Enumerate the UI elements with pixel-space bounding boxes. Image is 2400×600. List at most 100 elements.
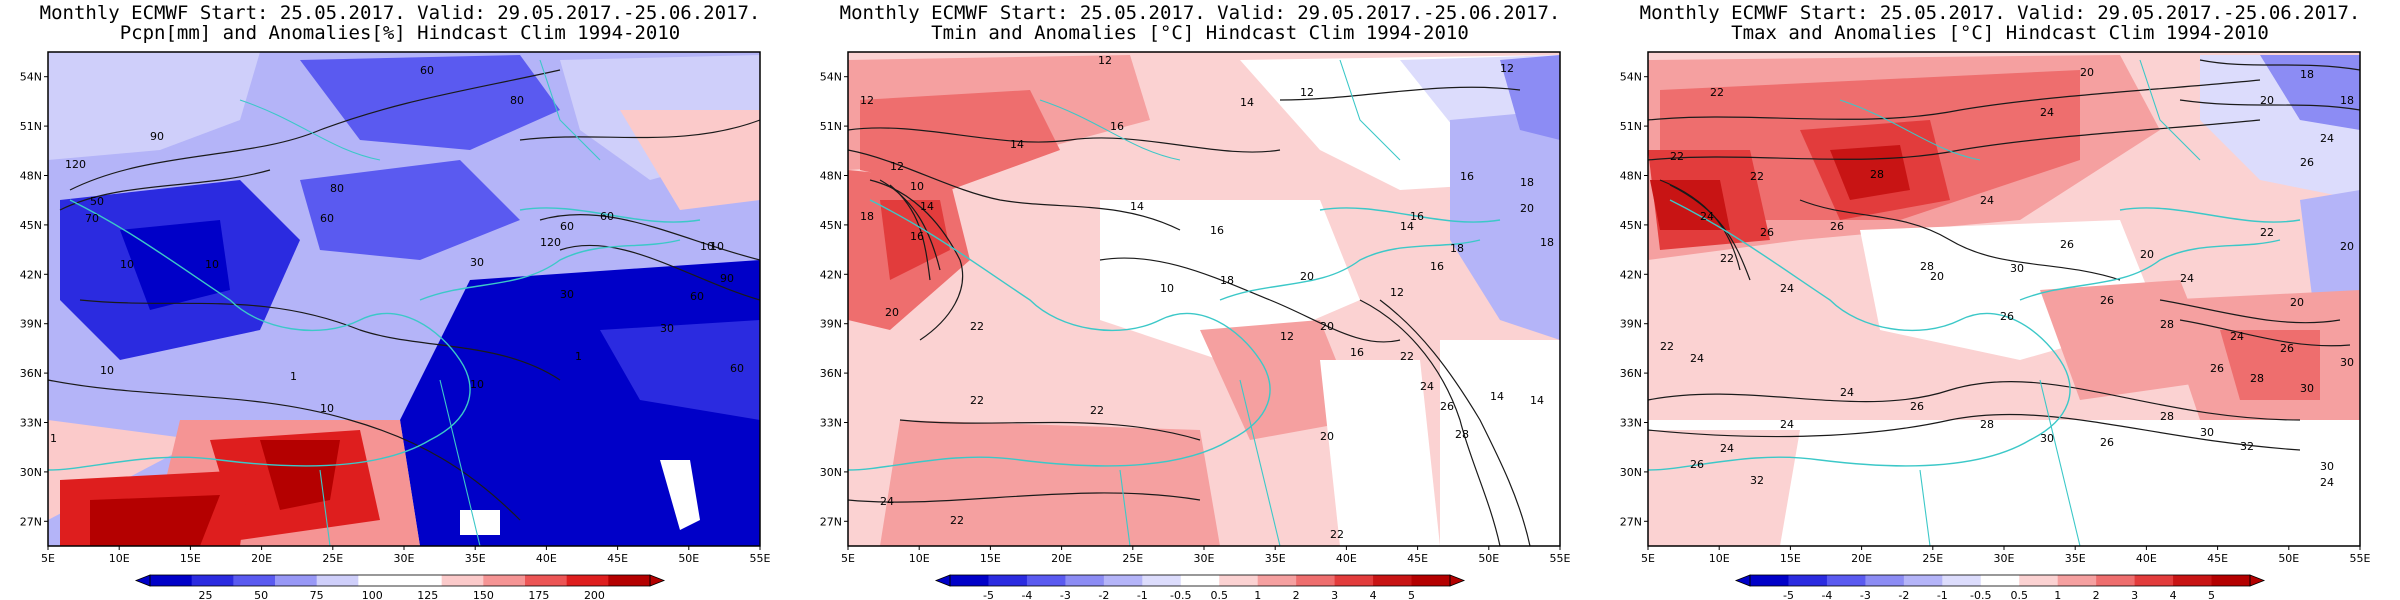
colorbar: -5 -4 -3 -2 -1 -0.5 0.5 1 2 3 4 5 <box>934 574 1466 600</box>
colorbar-swatch <box>1296 575 1336 586</box>
colorbar-swatch <box>400 575 443 586</box>
lon-tick-label: 20E <box>1851 552 1872 565</box>
lon-tick-label: 45E <box>607 552 628 565</box>
contour-label: 26 <box>2280 342 2294 355</box>
contour-label: 22 <box>1090 404 1104 417</box>
contour-label: 24 <box>2320 476 2334 489</box>
colorbar-frame <box>149 574 651 587</box>
lat-tick-label: 42N <box>820 268 842 281</box>
contour-label: 24 <box>880 495 894 508</box>
contour-label: 16 <box>1410 210 1424 223</box>
colorbar-swatch <box>1903 575 1943 586</box>
colorbar-label: 5 <box>2208 589 2215 600</box>
colorbar-frame <box>949 574 1451 587</box>
contour-label: 28 <box>2250 372 2264 385</box>
panel-title-line1: Monthly ECMWF Start: 25.05.2017. Valid: … <box>1639 2 2361 24</box>
contour-label: 20 <box>2140 248 2154 261</box>
lat-tick-label: 36N <box>1620 367 1642 380</box>
lat-axis: 54N 51N 48N 45N 42N 39N 36N 33N 30N 27N <box>1620 71 1648 528</box>
pcpn-panel: Monthly ECMWF Start: 25.05.2017. Valid: … <box>0 0 800 600</box>
colorbar-swatch <box>1026 575 1066 586</box>
contour-label: 12 <box>1300 86 1314 99</box>
contour-label: 22 <box>1400 350 1414 363</box>
lon-tick-label: 40E <box>536 552 557 565</box>
contour-label: 26 <box>1690 458 1704 471</box>
colorbar-swatch <box>2173 575 2213 586</box>
contour-line <box>69 69 561 191</box>
contour-label: 26 <box>1760 226 1774 239</box>
contour-line <box>1648 381 2301 421</box>
contour-label: 14 <box>1010 138 1024 151</box>
colorbar-label: -2 <box>1898 589 1909 600</box>
lon-axis: 5E 10E 15E 20E 25E 30E 35E 40E 45E 50E 55E <box>1641 546 2371 565</box>
colorbar-swatch <box>1373 575 1413 586</box>
contour-label: 14 <box>1530 394 1544 407</box>
colorbar-label: 150 <box>473 589 494 600</box>
contour-label: 20 <box>1320 430 1334 443</box>
lon-tick-label: 25E <box>322 552 343 565</box>
contour-label: 60 <box>560 220 574 233</box>
contour-label: 24 <box>1700 210 1714 223</box>
colorbar-swatch <box>1750 575 1789 586</box>
contour-label: 1 <box>50 432 57 445</box>
contour-label: 26 <box>2100 294 2114 307</box>
colorbar-label: 3 <box>1331 589 1338 600</box>
lon-tick-label: 30E <box>394 552 415 565</box>
colorbar-label: -3 <box>1060 589 1071 600</box>
contour-label: 10 <box>100 364 114 377</box>
contour-label: 18 <box>1540 236 1554 249</box>
lon-axis: 5E 10E 15E 20E 25E 30E 35E 40E 45E 50E 55E <box>41 546 771 565</box>
coastline <box>848 199 1271 471</box>
anomaly-patch <box>90 495 220 546</box>
lon-tick-label: 25E <box>1122 552 1143 565</box>
contour-label: 28 <box>1920 260 1934 273</box>
colorbar-swatch <box>1180 575 1220 586</box>
coastline <box>1648 199 2071 471</box>
lat-tick-label: 45N <box>20 219 42 232</box>
colorbar-label: -5 <box>1783 589 1794 600</box>
colorbar-swatch <box>988 575 1028 586</box>
border-line <box>319 379 481 546</box>
colorbar-label: 200 <box>584 589 605 600</box>
lat-tick-label: 30N <box>20 466 42 479</box>
lat-tick-label: 48N <box>20 170 42 183</box>
panel-title-line1: Monthly ECMWF Start: 25.05.2017. Valid: … <box>839 2 1561 24</box>
contour-label: 16 <box>1430 260 1444 273</box>
contour-label: 18 <box>1220 274 1234 287</box>
contour-label: 24 <box>1420 380 1434 393</box>
lon-tick-label: 30E <box>1994 552 2015 565</box>
lat-tick-label: 51N <box>820 120 842 133</box>
colorbar-swatch <box>358 575 401 586</box>
panel-title-line2: Pcpn[mm] and Anomalies[%] Hindcast Clim … <box>119 22 681 44</box>
lat-tick-label: 27N <box>20 515 42 528</box>
contour-label: 12 <box>1390 286 1404 299</box>
contour-label: 28 <box>1980 418 1994 431</box>
contour-label: 22 <box>1750 170 1764 183</box>
lon-tick-label: 15E <box>1780 552 1801 565</box>
colorbar-swatch <box>1103 575 1143 586</box>
contour-label: 26 <box>1910 400 1924 413</box>
anomaly-patch <box>260 440 340 510</box>
coastline <box>2119 207 2301 223</box>
colorbar-label: -5 <box>983 589 994 600</box>
lon-tick-label: 5E <box>1641 552 1655 565</box>
contour-label: 16 <box>1110 120 1124 133</box>
colorbar-min-arrow <box>1734 574 1751 587</box>
contour-line <box>879 179 941 271</box>
contour-label: 30 <box>2320 460 2334 473</box>
lon-tick-label: 25E <box>1922 552 1943 565</box>
anomaly-patch <box>1648 430 1800 546</box>
tmin-panel: Monthly ECMWF Start: 25.05.2017. Valid: … <box>800 0 1600 600</box>
contour-line <box>848 127 1281 153</box>
contour-line <box>1669 184 1751 281</box>
colorbar-label: -0.5 <box>1170 589 1191 600</box>
contour-label: 28 <box>2160 318 2174 331</box>
contour-label: 1 <box>290 370 297 383</box>
lon-tick-label: 35E <box>1265 552 1286 565</box>
contour-label: 90 <box>150 130 164 143</box>
contour-label: 14 <box>920 200 934 213</box>
contour-label: 80 <box>330 182 344 195</box>
colorbar-label: -1 <box>1137 589 1148 600</box>
contour-label: 24 <box>1980 194 1994 207</box>
colorbar-min-arrow <box>934 574 951 587</box>
